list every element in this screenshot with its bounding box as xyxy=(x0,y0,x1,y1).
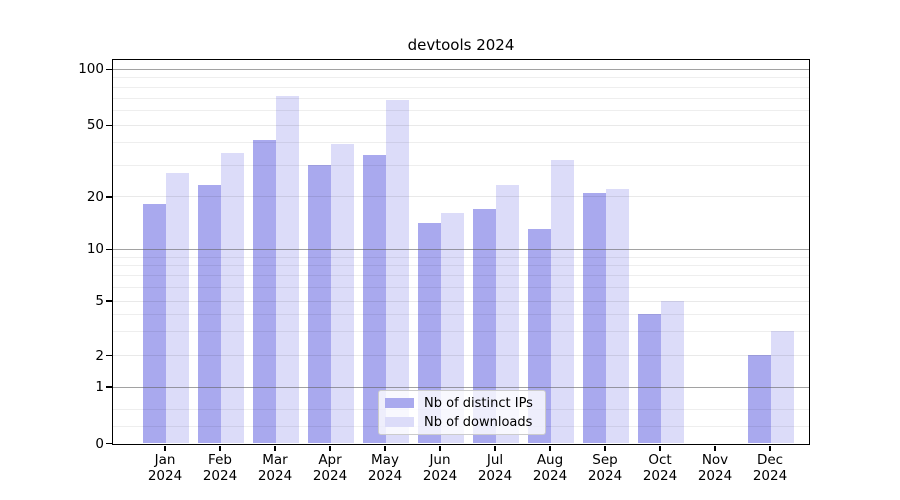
bar-nb-of-downloads-mar xyxy=(276,96,299,443)
gridline-4 xyxy=(113,313,809,315)
bar-nb-of-distinct-ips-oct xyxy=(638,313,661,443)
x-tick-label-jul: Jul 2024 xyxy=(477,452,513,484)
gridline-5 xyxy=(113,300,809,302)
bar-nb-of-downloads-may xyxy=(386,99,409,443)
x-tick-label-mar: Mar 2024 xyxy=(257,452,293,484)
x-tick-label-aug: Aug 2024 xyxy=(532,452,568,484)
x-tick-dec xyxy=(769,445,771,451)
gridline-90 xyxy=(113,77,809,79)
gridline-80 xyxy=(113,86,809,88)
y-tick-label-100: 100 xyxy=(78,61,104,78)
y-tick-label-2: 2 xyxy=(95,347,104,364)
y-tick-2 xyxy=(106,355,112,357)
x-tick-jan xyxy=(164,445,166,451)
y-tick-5 xyxy=(106,300,112,302)
gridline-3 xyxy=(113,331,809,333)
x-tick-label-feb: Feb 2024 xyxy=(202,452,238,484)
bar-nb-of-downloads-jun xyxy=(441,213,464,443)
x-tick-oct xyxy=(659,445,661,451)
x-tick-nov xyxy=(714,445,716,451)
x-tick-label-may: May 2024 xyxy=(367,452,403,484)
bar-nb-of-distinct-ips-apr xyxy=(308,164,331,443)
legend: Nb of distinct IPs Nb of downloads xyxy=(378,390,546,435)
gridline-2 xyxy=(113,355,809,357)
bar-nb-of-distinct-ips-mar xyxy=(253,140,276,443)
x-tick-jul xyxy=(494,445,496,451)
x-tick-label-sep: Sep 2024 xyxy=(587,452,623,484)
gridline-7 xyxy=(113,275,809,277)
y-tick-label-1: 1 xyxy=(95,379,104,396)
bar-nb-of-downloads-feb xyxy=(221,152,244,443)
bar-nb-of-downloads-jan xyxy=(166,172,189,443)
bar-nb-of-downloads-sep xyxy=(606,188,629,443)
gridline-50 xyxy=(113,124,809,126)
gridline-8 xyxy=(113,265,809,267)
bar-nb-of-downloads-oct xyxy=(661,300,684,443)
chart-title: devtools 2024 xyxy=(407,36,515,54)
y-tick-label-20: 20 xyxy=(86,188,104,205)
x-tick-label-nov: Nov 2024 xyxy=(697,452,733,484)
x-tick-label-apr: Apr 2024 xyxy=(312,452,348,484)
y-tick-50 xyxy=(106,124,112,126)
gridline-20 xyxy=(113,196,809,198)
legend-item-downloads: Nb of downloads xyxy=(385,415,545,430)
x-tick-label-jun: Jun 2024 xyxy=(422,452,458,484)
gridline-1 xyxy=(113,386,809,388)
y-tick-label-50: 50 xyxy=(86,117,104,134)
x-tick-apr xyxy=(329,445,331,451)
legend-label-downloads: Nb of downloads xyxy=(424,414,533,430)
gridline-60 xyxy=(113,110,809,112)
gridline-40 xyxy=(113,142,809,144)
gridline-6 xyxy=(113,286,809,288)
bar-nb-of-downloads-apr xyxy=(331,144,354,443)
bar-nb-of-distinct-ips-dec xyxy=(748,355,771,443)
bar-nb-of-downloads-aug xyxy=(551,159,574,443)
legend-swatch-downloads xyxy=(385,416,414,428)
x-tick-sep xyxy=(604,445,606,451)
legend-label-distinct-ips: Nb of distinct IPs xyxy=(424,395,533,411)
y-tick-100 xyxy=(106,68,112,70)
x-tick-label-dec: Dec 2024 xyxy=(752,452,788,484)
gridline-30 xyxy=(113,164,809,166)
legend-swatch-distinct-ips xyxy=(385,397,414,409)
x-tick-jun xyxy=(439,445,441,451)
y-tick-1 xyxy=(106,386,112,388)
x-tick-aug xyxy=(549,445,551,451)
bar-nb-of-distinct-ips-jun xyxy=(418,223,441,443)
y-tick-10 xyxy=(106,248,112,250)
y-tick-label-10: 10 xyxy=(86,241,104,258)
legend-item-distinct-ips: Nb of distinct IPs xyxy=(385,396,545,411)
x-tick-label-jan: Jan 2024 xyxy=(147,452,183,484)
plot-area: Nb of distinct IPs Nb of downloads xyxy=(112,59,810,445)
bar-nb-of-distinct-ips-jan xyxy=(143,204,166,443)
gridline-10 xyxy=(113,248,809,250)
bar-nb-of-distinct-ips-jul xyxy=(473,208,496,443)
y-tick-0 xyxy=(106,442,112,445)
bar-nb-of-distinct-ips-feb xyxy=(198,185,221,443)
x-tick-label-oct: Oct 2024 xyxy=(642,452,678,484)
bar-nb-of-distinct-ips-sep xyxy=(583,192,606,443)
x-tick-feb xyxy=(219,445,221,451)
gridline-70 xyxy=(113,97,809,99)
x-tick-may xyxy=(384,445,386,451)
bar-nb-of-distinct-ips-aug xyxy=(528,228,551,443)
y-tick-label-5: 5 xyxy=(95,293,104,310)
gridline-9 xyxy=(113,256,809,258)
x-tick-mar xyxy=(274,445,276,451)
y-tick-20 xyxy=(106,196,112,198)
y-tick-label-0: 0 xyxy=(95,435,104,452)
bar-nb-of-downloads-jul xyxy=(496,185,519,443)
bar-nb-of-distinct-ips-may xyxy=(363,154,386,443)
gridline-100 xyxy=(113,68,809,70)
